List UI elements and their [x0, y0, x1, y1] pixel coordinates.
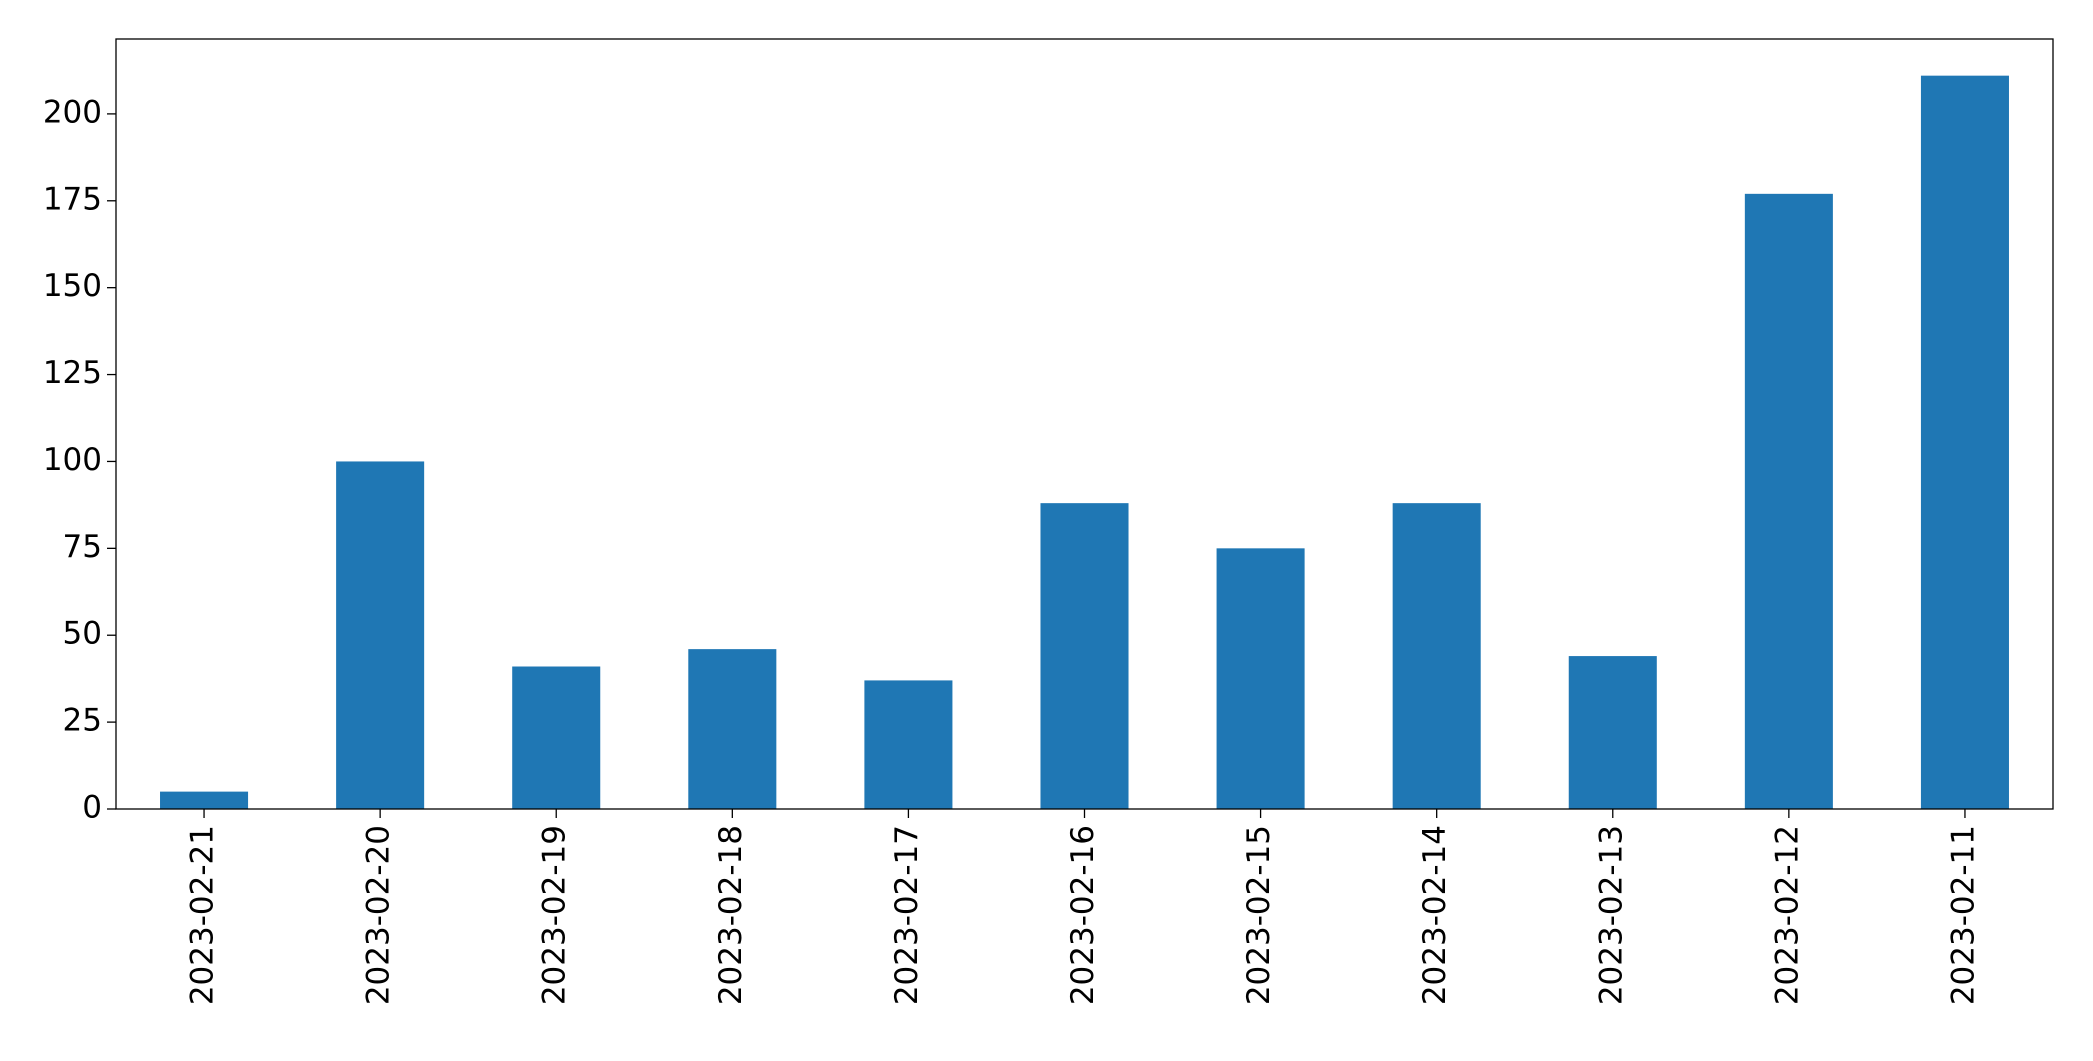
y-tick-label: 50 — [63, 616, 102, 652]
y-tick-label: 25 — [63, 703, 102, 739]
bar — [512, 666, 601, 809]
bar — [160, 791, 249, 809]
bar — [1040, 503, 1129, 809]
x-tick-label: 2023-02-15 — [1241, 825, 1277, 1005]
y-tick-label: 150 — [43, 268, 102, 304]
bar — [1568, 656, 1657, 809]
x-tick-label: 2023-02-20 — [361, 825, 397, 1005]
y-tick-label: 175 — [43, 181, 102, 217]
y-tick-label: 100 — [43, 442, 102, 478]
bar — [864, 680, 953, 809]
bar — [1392, 503, 1481, 809]
bar — [336, 461, 425, 809]
x-tick-label: 2023-02-16 — [1065, 825, 1101, 1005]
y-tick-label: 75 — [63, 529, 102, 565]
x-tick-label: 2023-02-11 — [1945, 825, 1981, 1005]
bar — [1744, 193, 1833, 810]
x-tick-label: 2023-02-14 — [1417, 825, 1453, 1005]
bar — [688, 649, 777, 809]
x-tick-label: 2023-02-19 — [537, 825, 573, 1005]
bar — [1920, 75, 2009, 809]
x-tick-label: 2023-02-17 — [889, 825, 925, 1005]
bar — [1216, 548, 1305, 809]
x-tick-label: 2023-02-21 — [185, 825, 221, 1005]
x-tick-label: 2023-02-13 — [1593, 825, 1629, 1005]
y-tick-label: 200 — [43, 94, 102, 130]
x-tick-label: 2023-02-12 — [1769, 825, 1805, 1005]
x-tick-label: 2023-02-18 — [713, 825, 749, 1005]
axes-frame — [115, 38, 2054, 810]
y-tick-label: 0 — [82, 790, 102, 826]
y-tick-label: 125 — [43, 355, 102, 391]
